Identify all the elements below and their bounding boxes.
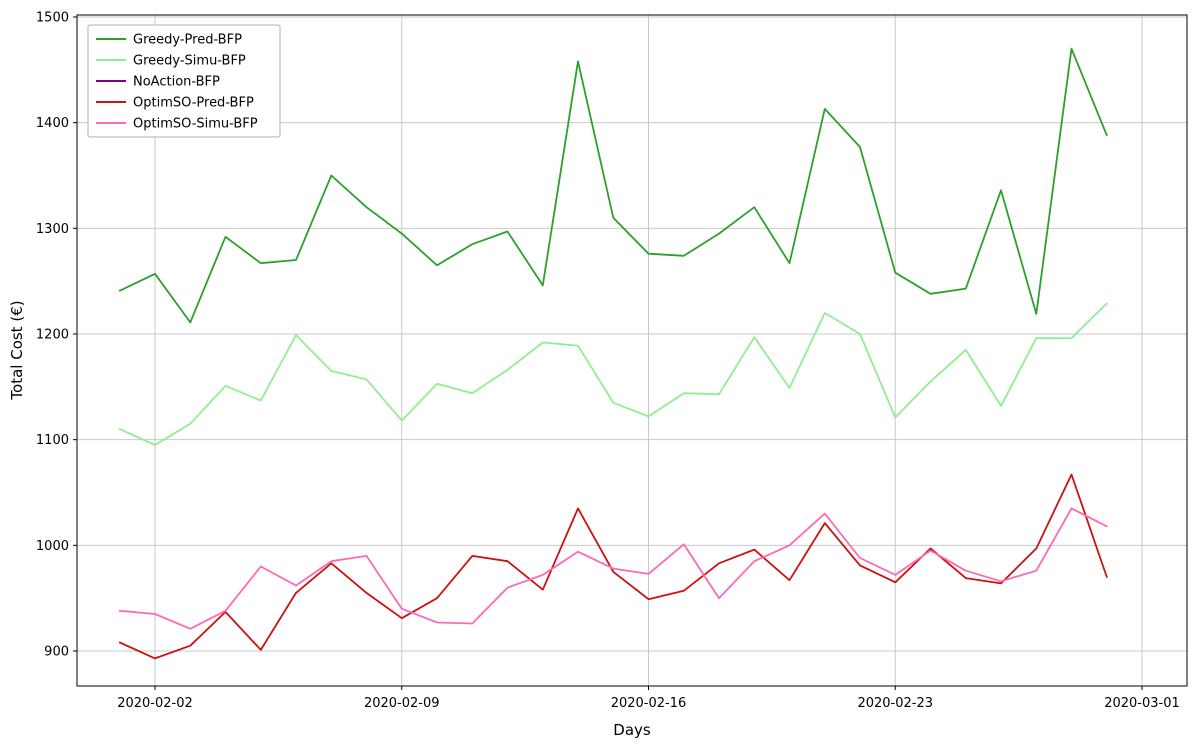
y-tick-label: 900: [44, 645, 69, 660]
plot-frame: [76, 14, 1188, 687]
legend-box: [87, 24, 281, 138]
y-tick-label: 1200: [36, 328, 69, 343]
y-tick-label: 1500: [36, 11, 69, 26]
x-tick-label: 2020-02-23: [857, 696, 933, 711]
y-tick-label: 1300: [36, 222, 69, 237]
y-axis-label: Total Cost (€): [8, 300, 26, 400]
x-tick-label: 2020-02-02: [117, 696, 193, 711]
legend-label-OptimSO-Pred-BFP: OptimSO-Pred-BFP: [133, 96, 254, 111]
y-tick-label: 1000: [36, 539, 69, 554]
legend-label-Greedy-Pred-BFP: Greedy-Pred-BFP: [133, 33, 242, 48]
legend-label-NoAction-BFP: NoAction-BFP: [133, 75, 220, 90]
x-tick-label: 2020-02-16: [611, 696, 687, 711]
y-tick-label: 1100: [36, 433, 69, 448]
series-line-Greedy-Simu-BFP: [118, 302, 1108, 446]
series-line-Greedy-Pred-BFP: [118, 47, 1108, 324]
ticks-layer: 2020-02-02 2020-02-09 2020-02-16 2020-02-23…: [36, 11, 1180, 712]
x-tick-label: 2020-03-01: [1104, 696, 1180, 711]
series-layer: [118, 47, 1108, 660]
series-line-OptimSO-Pred-BFP: [118, 473, 1108, 660]
x-tick-label: 2020-02-09: [364, 696, 440, 711]
series-line-OptimSO-Simu-BFP: [118, 507, 1108, 630]
legend-label-OptimSO-Simu-BFP: OptimSO-Simu-BFP: [133, 117, 258, 132]
x-axis-label: Days: [613, 721, 651, 739]
legend: Greedy-Pred-BFP Greedy-Simu-BFP NoAction-B…: [87, 24, 281, 138]
y-tick-label: 1400: [36, 116, 69, 131]
legend-label-Greedy-Simu-BFP: Greedy-Simu-BFP: [133, 54, 246, 69]
